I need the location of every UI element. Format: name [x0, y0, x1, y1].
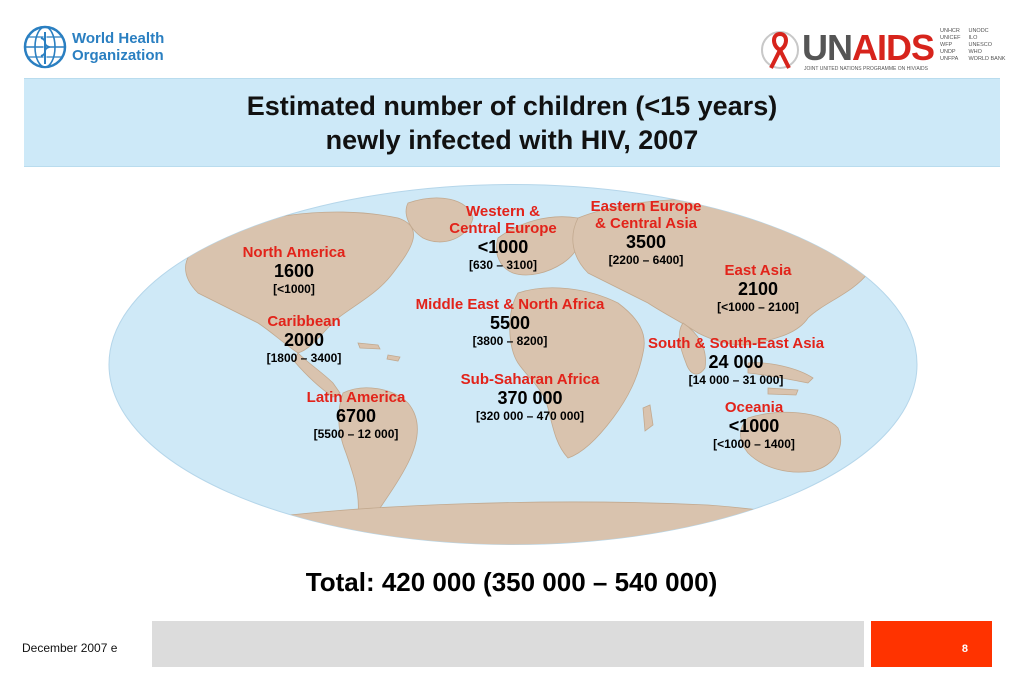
region-sub-saharan-africa: Sub-Saharan Africa 370 000 [320 000 – 47… — [440, 371, 620, 424]
region-range: [1800 – 3400] — [266, 351, 342, 365]
north-america-landmass — [185, 211, 414, 354]
page-number: 8 — [961, 643, 968, 655]
region-range: [<1000] — [273, 282, 315, 296]
region-name: Oceania — [724, 399, 784, 416]
region-name: Middle East & North Africa — [415, 296, 605, 313]
region-eastern-europe-central-asia: Eastern Europe & Central Asia 3500 [2200… — [574, 198, 718, 268]
region-name: Caribbean — [267, 313, 341, 330]
region-middle-east-north-africa: Middle East & North Africa 5500 [3800 – … — [390, 296, 630, 349]
who-logo-line2: Organization — [72, 47, 164, 64]
caribbean-islands — [357, 342, 401, 362]
cosponsor: UNICEF — [940, 35, 961, 41]
region-name-line2: Central Europe — [449, 220, 557, 237]
region-east-asia: East Asia 2100 [<1000 – 2100] — [690, 262, 826, 315]
region-range: [2200 – 6400] — [608, 253, 684, 267]
cosponsor: WHO — [968, 49, 982, 55]
region-name-line2: & Central Asia — [595, 215, 697, 232]
region-range: [5500 – 12 000] — [313, 427, 399, 441]
cosponsor: WORLD BANK — [968, 56, 1006, 62]
unaids-subtitle: JOINT UNITED NATIONS PROGRAMME ON HIV/AI… — [804, 66, 928, 72]
region-range: [3800 – 8200] — [472, 334, 548, 348]
region-estimate: <1000 — [477, 237, 529, 257]
europe-landmass — [496, 216, 583, 276]
region-range: [<1000 – 1400] — [713, 437, 795, 451]
region-western-central-europe: Western & Central Europe <1000 [630 – 31… — [432, 203, 574, 273]
africa-landmass — [509, 287, 645, 459]
who-emblem-icon — [23, 25, 67, 69]
region-estimate: 6700 — [335, 406, 377, 426]
region-name: Sub-Saharan Africa — [460, 371, 600, 388]
footer-date: December 2007 e — [22, 641, 118, 655]
page-number-box: 8 — [871, 621, 992, 667]
region-estimate: 1600 — [273, 261, 315, 281]
cosponsor-list: UNHCR UNICEF WFP UNDP UNFPA UNODC ILO UN… — [940, 28, 1005, 63]
region-estimate: 24 000 — [708, 352, 764, 372]
region-name-line1: Western & — [466, 203, 540, 220]
slide-title: Estimated number of children (<15 years)… — [24, 78, 1000, 167]
cosponsor: UNHCR — [940, 28, 960, 34]
unaids-wordmark: UNAIDS — [802, 27, 935, 68]
red-ribbon-icon — [761, 31, 799, 69]
title-line-1: Estimated number of children (<15 years) — [246, 91, 778, 121]
region-estimate: <1000 — [728, 416, 780, 436]
australia-landmass — [740, 411, 842, 473]
who-logo: World Health Organization — [22, 22, 172, 72]
cosponsor: UNFPA — [940, 56, 959, 62]
greenland-landmass — [405, 197, 474, 243]
region-range: [<1000 – 2100] — [717, 300, 799, 314]
region-range: [630 – 3100] — [468, 258, 538, 272]
india-landmass — [678, 322, 706, 375]
central-america-landmass — [293, 352, 341, 398]
cosponsor: ILO — [968, 35, 978, 41]
region-estimate: 370 000 — [497, 388, 563, 408]
region-estimate: 3500 — [625, 232, 667, 252]
title-line-2: newly infected with HIV, 2007 — [325, 125, 699, 155]
region-range: [14 000 – 31 000] — [688, 373, 784, 387]
region-caribbean: Caribbean 2000 [1800 – 3400] — [238, 313, 370, 366]
southeast-asia-islands — [747, 362, 814, 396]
region-name: Latin America — [306, 389, 406, 406]
region-range: [320 000 – 470 000] — [475, 409, 585, 423]
who-logo-line1: World Health — [72, 30, 165, 47]
region-oceania: Oceania <1000 [<1000 – 1400] — [686, 399, 822, 452]
region-name: South & South-East Asia — [647, 335, 825, 352]
region-name-line1: Eastern Europe — [590, 198, 702, 215]
cosponsor: UNDP — [940, 49, 956, 55]
region-name: East Asia — [724, 262, 792, 279]
unaids-logo: UNAIDS JOINT UNITED NATIONS PROGRAMME ON… — [760, 24, 1010, 74]
region-estimate: 2100 — [737, 279, 779, 299]
region-estimate: 2000 — [283, 330, 325, 350]
region-north-america: North America 1600 [<1000] — [228, 244, 360, 297]
global-total: Total: 420 000 (350 000 – 540 000) — [305, 567, 718, 597]
madagascar-island — [642, 404, 654, 432]
unaids-un: UN — [802, 27, 853, 68]
region-name: North America — [242, 244, 346, 261]
unaids-aids: AIDS — [852, 27, 935, 68]
new-zealand-island — [867, 460, 879, 486]
cosponsor: WFP — [940, 42, 953, 48]
region-latin-america: Latin America 6700 [5500 – 12 000] — [286, 389, 426, 442]
region-south-southeast-asia: South & South-East Asia 24 000 [14 000 –… — [628, 335, 844, 388]
world-map — [108, 184, 918, 545]
region-estimate: 5500 — [489, 313, 531, 333]
cosponsor: UNODC — [968, 28, 989, 34]
footer-bar — [152, 621, 864, 667]
cosponsor: UNESCO — [968, 42, 993, 48]
